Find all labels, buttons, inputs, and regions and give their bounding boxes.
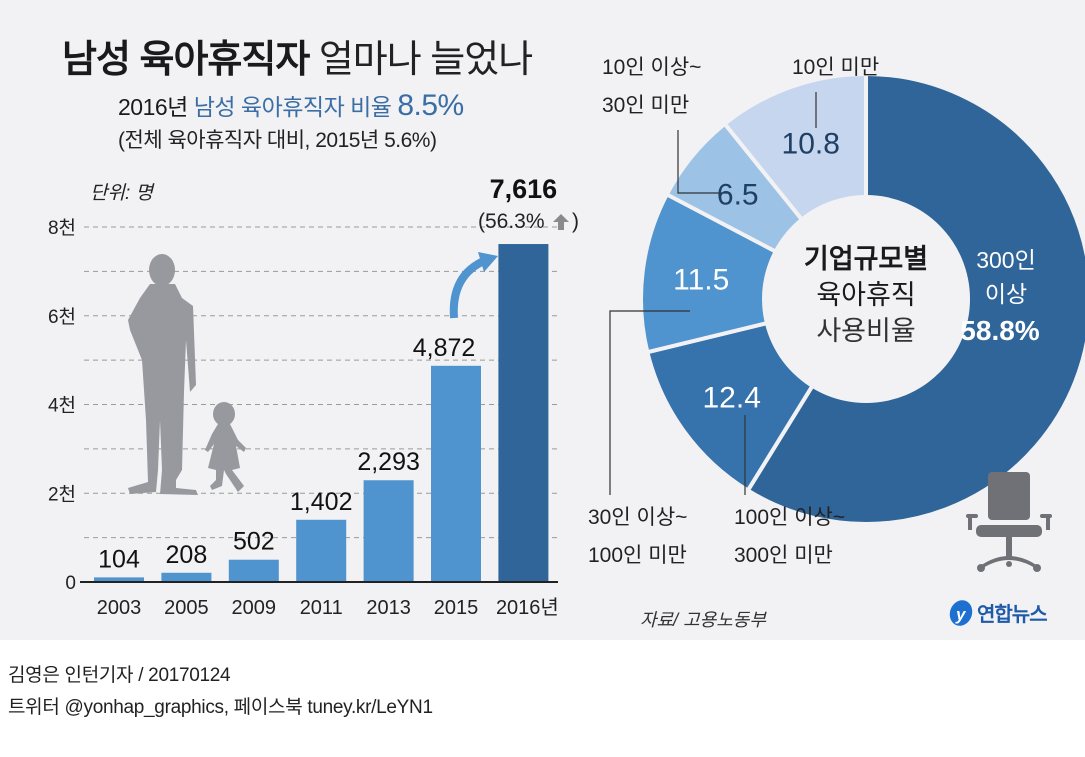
bar-2015 xyxy=(431,365,481,582)
label-300-line1: 300인 xyxy=(976,247,1036,273)
x-tick-label: 2003 xyxy=(97,597,142,619)
label-10-30-line2: 30인 미만 xyxy=(602,94,689,117)
donut-slice xyxy=(639,191,872,355)
label-100-300-line2: 300인 미만 xyxy=(734,544,833,567)
man-silhouette-icon xyxy=(128,254,198,495)
growth-close-paren: ) xyxy=(572,210,579,233)
page-title: 남성 육아휴직자 얼마나 늘었나 xyxy=(62,28,533,83)
y-tick-label: 2천 xyxy=(48,483,76,505)
growth-percent: (56.3% xyxy=(478,210,545,233)
slice-value-label: 11.5 xyxy=(673,264,729,297)
slice-outside-labels: 10인 이상~ 30인 미만 10인 미만 30인 이상~ 100인 미만 10… xyxy=(588,56,879,567)
label-300-line2: 이상 xyxy=(985,281,1027,307)
unit-label: 단위: 명 xyxy=(90,183,153,204)
leader-line-30-100 xyxy=(609,310,690,495)
bar-value-label: 2,293 xyxy=(357,448,420,476)
subtitle-note: (전체 육아휴직자 대비, 2015년 5.6%) xyxy=(118,129,437,152)
curved-arrow-icon xyxy=(449,252,498,319)
bar-value-label: 502 xyxy=(233,528,275,556)
y-tick-label: 6천 xyxy=(48,306,76,328)
y-tick-label: 0 xyxy=(65,573,76,594)
center-line-1: 기업규모별 xyxy=(804,244,928,274)
yonhap-logo: y 연합뉴스 xyxy=(948,598,1048,627)
title-light: 얼마나 늘었나 xyxy=(318,39,533,81)
label-300-value: 58.8% xyxy=(960,315,1039,346)
silhouettes xyxy=(128,254,246,495)
label-30-100-line1: 30인 이상~ xyxy=(588,506,687,529)
slice-value-label: 10.8 xyxy=(782,127,840,160)
donut-chart: 기업규모별 육아휴직 사용비율 12.4 11.5 6.5 10.8 10인 이상~ … xyxy=(588,56,1085,572)
bar-2005 xyxy=(161,572,212,582)
credit-line-2: 트위터 @yonhap_graphics, 페이스북 tuney.kr/LeYN… xyxy=(8,697,433,718)
bar-value-label: 4,872 xyxy=(413,334,476,362)
donut-hole xyxy=(762,195,970,403)
x-tick-label: 2005 xyxy=(164,597,209,619)
y-tick-label: 8천 xyxy=(48,217,76,239)
y-tick-labels: 0 2천 4천 6천 8천 xyxy=(48,217,76,594)
slice-value-label: 12.4 xyxy=(703,382,761,415)
slice-value-labels: 12.4 11.5 6.5 10.8 xyxy=(673,127,840,414)
subtitle-label: 남성 육아휴직자 비율 xyxy=(193,94,392,120)
slice-value-label: 6.5 xyxy=(717,179,759,212)
logo-text: 연합뉴스 xyxy=(977,604,1048,626)
source-label: 자료/ 고용노동부 xyxy=(640,610,766,630)
label-30-100-line2: 100인 미만 xyxy=(588,544,687,567)
subtitle-value: 8.5% xyxy=(397,89,464,122)
bar-2013 xyxy=(363,480,414,582)
bars xyxy=(94,244,549,583)
x-tick-label: 2009 xyxy=(232,597,277,619)
donut-center-label: 기업규모별 육아휴직 사용비율 xyxy=(804,244,928,346)
bar-value-label: 7,616 xyxy=(490,174,558,204)
bar-value-label: 104 xyxy=(98,545,140,573)
office-chair-icon xyxy=(966,472,1052,572)
label-100-300-line1: 100인 이상~ xyxy=(734,506,845,529)
subtitle: 2016년 남성 육아휴직자 비율 8.5% xyxy=(118,88,464,123)
yonhap-logo-icon: y xyxy=(949,599,973,626)
y-tick-label: 4천 xyxy=(48,395,76,417)
leader-lines xyxy=(609,92,817,495)
label-10-30-line1: 10인 이상~ xyxy=(602,56,701,79)
title-bold: 남성 육아휴직자 xyxy=(62,39,310,81)
bar-2011 xyxy=(296,519,347,582)
leader-line-10-30 xyxy=(677,130,728,194)
credit-line-1: 김영은 인턴기자 / 20170124 xyxy=(8,665,231,686)
bar-value-label: 1,402 xyxy=(290,488,353,516)
bar-2009 xyxy=(228,559,279,582)
child-silhouette-icon xyxy=(205,402,246,492)
label-10-under: 10인 미만 xyxy=(792,56,879,79)
svg-text:y: y xyxy=(955,605,967,624)
x-tick-labels: 2003 2005 2009 2011 2013 2015 2016년 xyxy=(97,596,559,619)
up-arrow-icon xyxy=(553,214,569,230)
growth-annotation: (56.3% ) xyxy=(478,210,579,233)
x-tick-label: 2013 xyxy=(366,597,411,619)
center-line-3: 사용비율 xyxy=(816,316,915,346)
bar-value-label: 208 xyxy=(166,541,208,569)
x-tick-label: 2011 xyxy=(300,597,343,619)
label-300-plus: 300인 이상 58.8% xyxy=(960,247,1039,346)
x-tick-label: 2015 xyxy=(434,597,479,619)
bar-2016년 xyxy=(498,244,549,583)
x-tick-label: 2016년 xyxy=(496,596,559,619)
bar-2003 xyxy=(94,577,144,582)
subtitle-year: 2016년 xyxy=(118,94,188,120)
center-line-2: 육아휴직 xyxy=(816,280,915,310)
